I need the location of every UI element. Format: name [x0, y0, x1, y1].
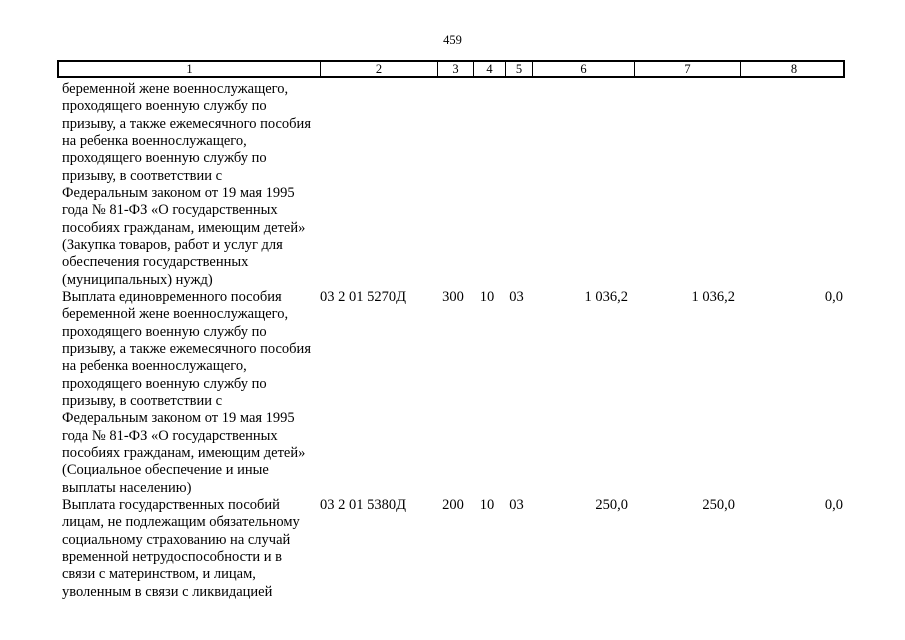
row-col5-value: 03: [509, 496, 524, 513]
row-name-text: Выплата государственных пособий лицам, н…: [62, 496, 300, 600]
table-header-row: 1 2 3 4 5 6 7 8: [57, 60, 845, 78]
column-header-3: 3: [437, 62, 473, 76]
row-col3-value: 200: [442, 496, 464, 513]
row-target-code: 03 2 01 5380Д: [320, 496, 407, 513]
row-col6-amount: 250,0: [595, 496, 628, 513]
column-header-1: 1: [186, 62, 193, 76]
page-number: 459: [443, 33, 462, 47]
row-col8-amount: 0,0: [824, 288, 843, 305]
row-target-code: 03 2 01 5270Д: [320, 288, 407, 305]
row-col4-value: 10: [479, 288, 495, 305]
table-row: Выплата государственных пособий лицам, н…: [57, 497, 845, 601]
column-header-4: 4: [473, 62, 505, 76]
row-name-text: Выплата единовременного пособия беременн…: [62, 288, 311, 496]
row-name-text: беременной жене военнослужащего, проходя…: [62, 81, 311, 288]
column-header-2: 2: [320, 62, 437, 76]
column-header-6: 6: [532, 62, 634, 76]
row-col6-amount: 1 036,2: [584, 288, 629, 305]
row-col3-value: 300: [442, 288, 464, 305]
budget-table: 1 2 3 4 5 6 7 8 беременной жене военносл…: [57, 60, 845, 601]
row-col7-amount: 250,0: [702, 496, 735, 513]
table-row: беременной жене военнослужащего, проходя…: [57, 81, 845, 289]
column-header-7: 7: [634, 62, 740, 76]
column-header-5: 5: [505, 62, 532, 76]
column-header-8: 8: [740, 62, 847, 76]
row-col8-amount: 0,0: [824, 496, 843, 513]
row-col7-amount: 1 036,2: [691, 288, 736, 305]
table-row: Выплата единовременного пособия беременн…: [57, 289, 845, 497]
row-col4-value: 10: [479, 496, 495, 513]
table-body: беременной жене военнослужащего, проходя…: [57, 81, 845, 601]
row-col5-value: 03: [509, 288, 524, 305]
